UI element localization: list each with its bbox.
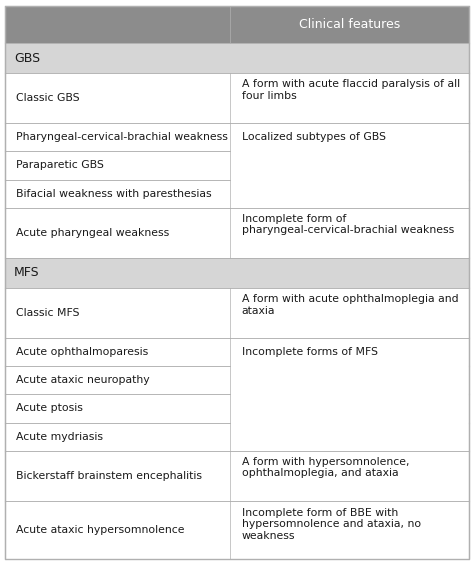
Bar [5, 451, 469, 501]
Bar [5, 43, 469, 73]
Text: Acute ophthalmoparesis: Acute ophthalmoparesis [16, 347, 149, 357]
Text: Pharyngeal-cervical-brachial weakness: Pharyngeal-cervical-brachial weakness [16, 132, 228, 142]
Text: Paraparetic GBS: Paraparetic GBS [16, 160, 104, 171]
Text: Classic MFS: Classic MFS [16, 308, 80, 318]
Bar [5, 394, 469, 423]
Text: A form with hypersomnolence,
ophthalmoplegia, and ataxia: A form with hypersomnolence, ophthalmopl… [242, 457, 409, 478]
Bar [5, 180, 469, 208]
Bar [5, 501, 469, 559]
Bar [5, 288, 469, 338]
Text: A form with acute ophthalmoplegia and
ataxia: A form with acute ophthalmoplegia and at… [242, 294, 458, 316]
Text: Acute mydriasis: Acute mydriasis [16, 432, 103, 442]
Text: Incomplete form of BBE with
hypersomnolence and ataxia, no
weakness: Incomplete form of BBE with hypersomnole… [242, 507, 421, 541]
Text: Clinical features: Clinical features [299, 18, 400, 31]
Bar [5, 73, 469, 123]
Text: A form with acute flaccid paralysis of all
four limbs: A form with acute flaccid paralysis of a… [242, 80, 460, 101]
Text: Incomplete forms of MFS: Incomplete forms of MFS [242, 347, 378, 357]
Text: Bifacial weakness with paresthesias: Bifacial weakness with paresthesias [16, 189, 212, 199]
Text: Acute ataxic hypersomnolence: Acute ataxic hypersomnolence [16, 525, 185, 535]
Text: Bickerstaff brainstem encephalitis: Bickerstaff brainstem encephalitis [16, 471, 202, 481]
Bar [5, 366, 469, 394]
Text: Incomplete form of
pharyngeal-cervical-brachial weakness: Incomplete form of pharyngeal-cervical-b… [242, 214, 454, 235]
Bar [5, 338, 469, 366]
Text: Classic GBS: Classic GBS [16, 93, 80, 103]
Bar [5, 151, 469, 180]
Text: Acute ataxic neuropathy: Acute ataxic neuropathy [16, 375, 150, 385]
Text: GBS: GBS [14, 51, 40, 64]
Bar [5, 423, 469, 451]
Text: Localized subtypes of GBS: Localized subtypes of GBS [242, 132, 386, 142]
Text: Acute ptosis: Acute ptosis [16, 403, 83, 414]
Bar [5, 123, 469, 151]
Bar [5, 258, 469, 288]
Text: MFS: MFS [14, 267, 40, 280]
Bar [5, 6, 469, 43]
Text: Acute pharyngeal weakness: Acute pharyngeal weakness [16, 228, 170, 238]
Bar [5, 208, 469, 258]
